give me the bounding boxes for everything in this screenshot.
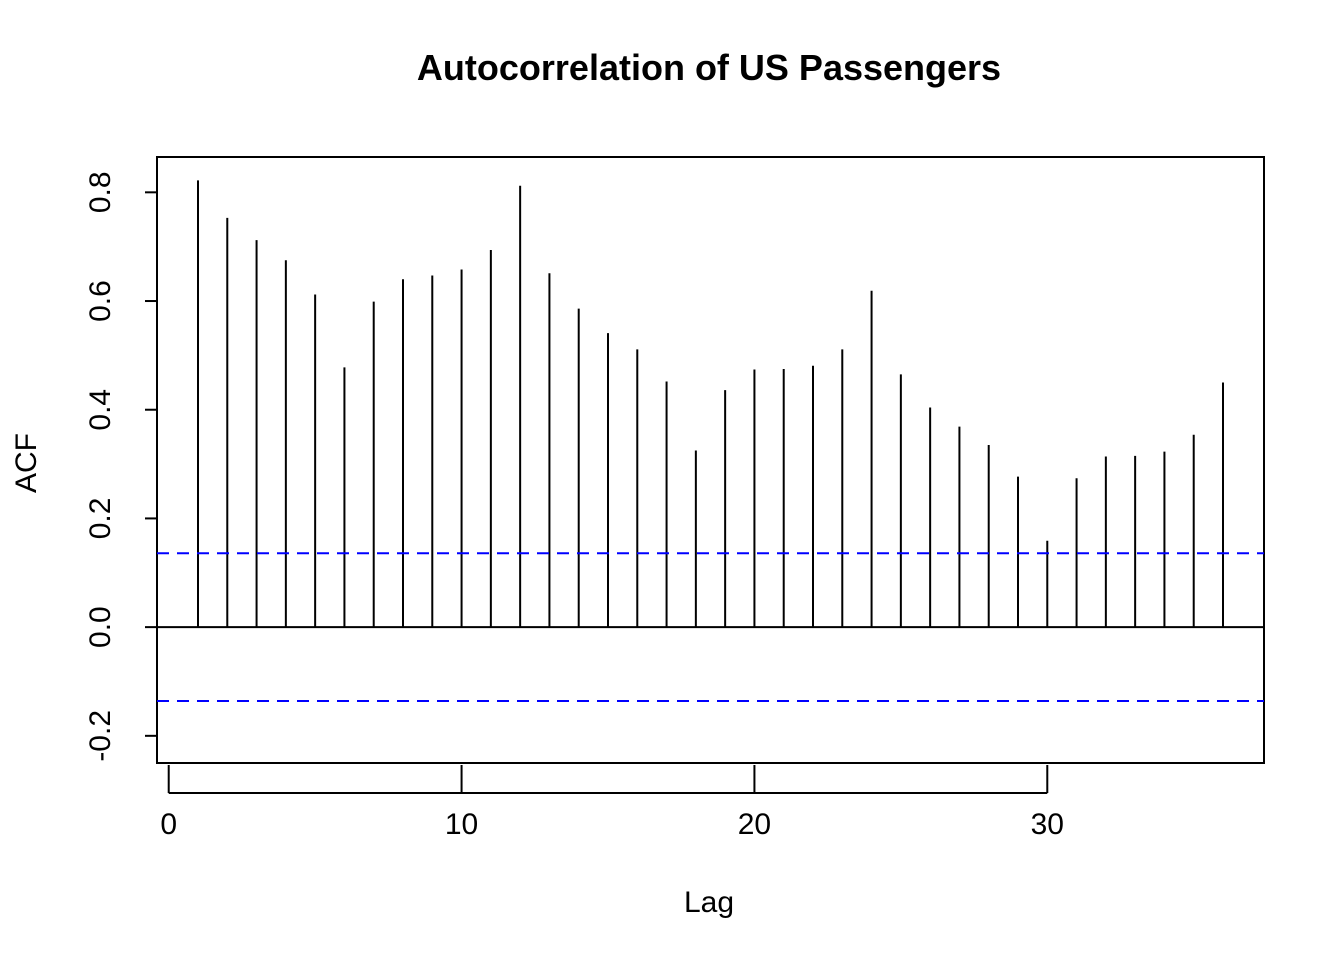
reference-lines (157, 552, 1264, 703)
acf-bars (197, 180, 1224, 628)
x-tick-label: 30 (1031, 808, 1064, 841)
chart-title: Autocorrelation of US Passengers (417, 47, 1001, 88)
y-axis-label: ACF (10, 433, 43, 493)
y-tick-label: 0.2 (84, 498, 117, 540)
x-axis-label: Lag (684, 886, 734, 919)
x-axis: 0 10 20 30 (160, 765, 1064, 841)
y-tick-label: 0.6 (84, 280, 117, 322)
y-tick-label: 0.0 (84, 606, 117, 648)
y-axis: -0.2 0.0 0.2 0.4 0.6 0.8 (84, 171, 158, 762)
plot-frame (156, 156, 1265, 764)
x-tick-label: 10 (445, 808, 478, 841)
x-tick-label: 20 (738, 808, 771, 841)
y-tick-label: -0.2 (84, 710, 117, 762)
y-tick-label: 0.4 (84, 389, 117, 431)
x-tick-label: 0 (160, 808, 177, 841)
y-tick-label: 0.8 (84, 171, 117, 213)
